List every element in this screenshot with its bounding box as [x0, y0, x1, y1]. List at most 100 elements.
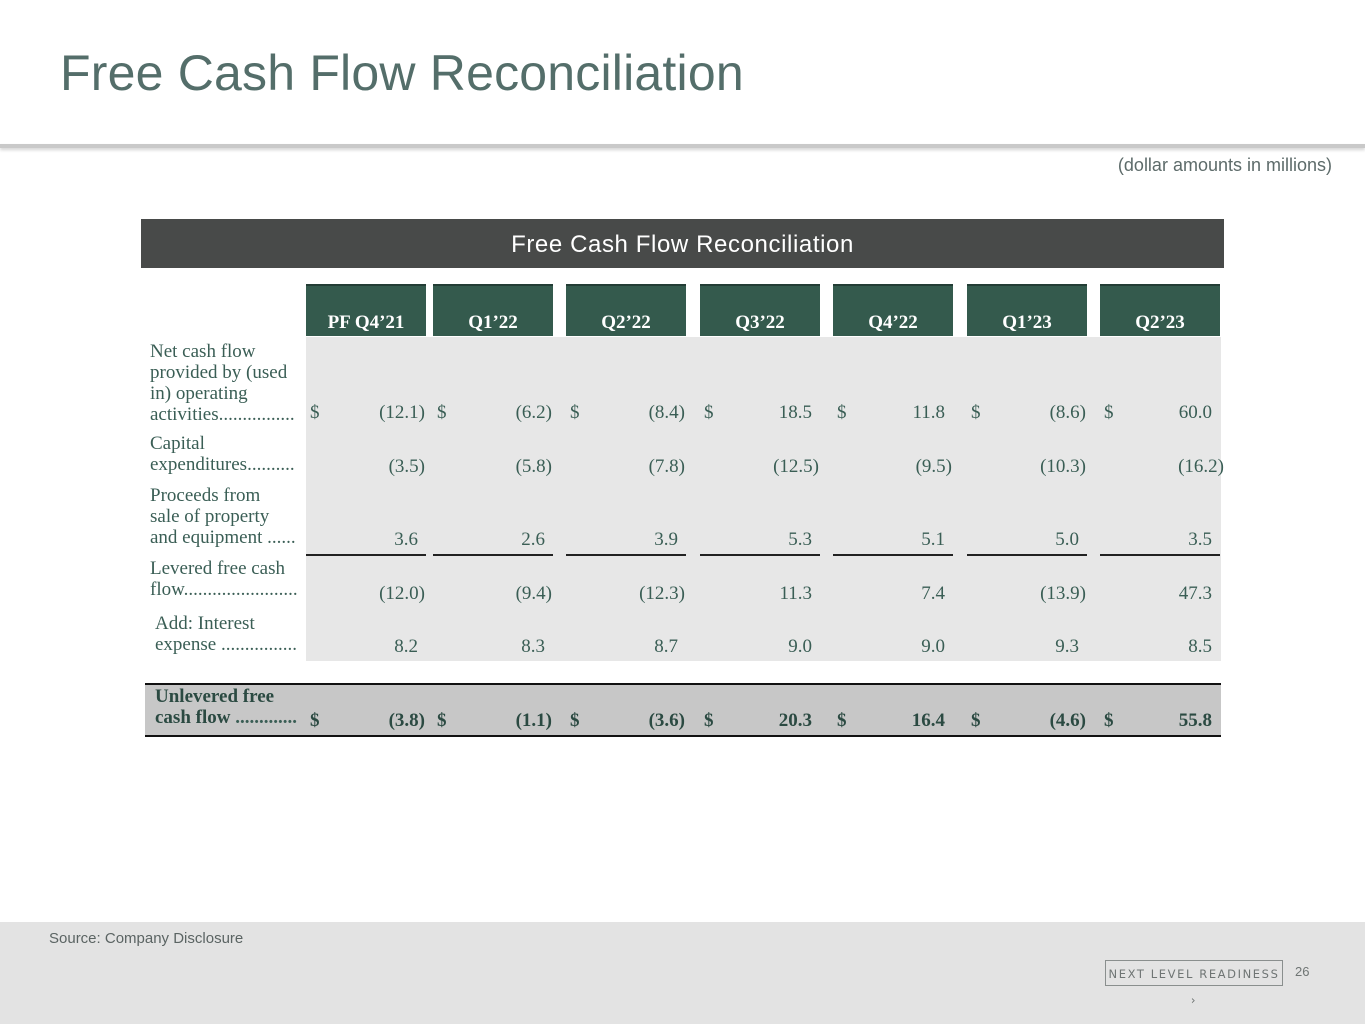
row-label-line: sale of property: [150, 506, 270, 527]
cell-value: 8.2: [394, 636, 418, 657]
total-cell: $16.4: [833, 709, 953, 733]
table-cell: 9.3: [967, 635, 1087, 659]
column-header: Q4’22: [833, 284, 953, 336]
table-cell: 8.3: [433, 635, 553, 659]
table-cell: 5.3: [700, 528, 820, 552]
table-cell: $18.5: [700, 401, 820, 425]
cell-value: 9.0: [788, 636, 812, 657]
table-cell: $60.0: [1100, 401, 1220, 425]
cell-value: 3.9: [654, 529, 678, 550]
total-label-leader: .............: [235, 707, 297, 728]
page-number: 26: [1295, 964, 1310, 979]
subtotal-rule: [306, 554, 426, 556]
currency-symbol: $: [437, 402, 447, 423]
total-label-line: cash flow: [155, 707, 236, 728]
currency-symbol: $: [310, 402, 320, 423]
row-label-line: and equipment: [150, 527, 268, 548]
table-cell: 3.6: [306, 528, 426, 552]
currency-symbol: $: [837, 710, 847, 731]
table-cell: (13.9): [967, 582, 1087, 606]
total-cell: $ (3.8): [306, 709, 426, 733]
cell-value: 2.6: [521, 529, 545, 550]
currency-symbol: $: [704, 710, 714, 731]
cell-value: 8.3: [521, 636, 545, 657]
cell-value: (7.8): [648, 456, 685, 477]
cell-value: (5.8): [515, 456, 552, 477]
currency-symbol: $: [837, 402, 847, 423]
table-cell: 3.5: [1100, 528, 1220, 552]
table-cell: 8.5: [1100, 635, 1220, 659]
table-cell: (5.8): [433, 455, 553, 479]
table-cell: (3.5): [306, 455, 426, 479]
table-cell: 9.0: [833, 635, 953, 659]
table-cell: 8.7: [566, 635, 686, 659]
subtotal-rule: [700, 554, 820, 556]
table-cell: $ (6.2): [433, 401, 553, 425]
column-header: Q2’22: [566, 284, 686, 336]
cell-value: 8.7: [654, 636, 678, 657]
row-label-line: Capital: [150, 433, 205, 454]
currency-symbol: $: [310, 710, 320, 731]
cell-value: (8.4): [648, 402, 685, 423]
currency-symbol: $: [971, 710, 981, 731]
title-divider: [0, 144, 1365, 148]
currency-symbol: $: [570, 402, 580, 423]
table-title-banner: Free Cash Flow Reconciliation: [141, 219, 1224, 268]
table-body-background: [306, 337, 1221, 661]
source-note: Source: Company Disclosure: [49, 930, 244, 947]
cell-value: 9.0: [921, 636, 945, 657]
row-label: Proceeds from sale of property and equipme…: [150, 485, 306, 548]
currency-symbol: $: [437, 710, 447, 731]
cell-value: (3.5): [388, 456, 425, 477]
cell-value: 55.8: [1178, 710, 1212, 731]
cell-value: 11.3: [779, 583, 812, 604]
cell-value: 3.6: [394, 529, 418, 550]
cell-value: (12.0): [379, 583, 425, 604]
row-label-leader: ......: [267, 527, 296, 548]
cell-value: (12.3): [639, 583, 685, 604]
table-cell: 9.0: [700, 635, 820, 659]
cell-value: (16.2): [1178, 456, 1224, 477]
table-cell: 3.9: [566, 528, 686, 552]
row-label-leader: ..........: [247, 454, 295, 475]
cell-value: (12.1): [379, 402, 425, 423]
table-cell: $11.8: [833, 401, 953, 425]
table-cell: 7.4: [833, 582, 953, 606]
row-label-leader: ................: [220, 634, 297, 655]
currency-symbol: $: [1104, 402, 1114, 423]
cell-value: (10.3): [1040, 456, 1086, 477]
row-label-line: activities: [150, 404, 219, 425]
brand-tagline-box: NEXT LEVEL READINESS ›: [1105, 960, 1283, 1007]
page-title: Free Cash Flow Reconciliation: [60, 45, 744, 101]
column-header: PF Q4’21: [306, 284, 426, 336]
row-label: Levered free cash flow...................…: [150, 558, 306, 600]
currency-symbol: $: [1104, 710, 1114, 731]
table-cell: (16.2): [1100, 455, 1224, 479]
cell-value: (3.8): [388, 710, 425, 731]
cell-value: 11.8: [912, 402, 945, 423]
cell-value: (4.6): [1049, 710, 1086, 731]
table-cell: 8.2: [306, 635, 426, 659]
cell-value: 60.0: [1178, 402, 1212, 423]
cell-value: 47.3: [1178, 583, 1212, 604]
table-cell: (7.8): [566, 455, 686, 479]
cell-value: 8.5: [1188, 636, 1212, 657]
cell-value: 5.1: [921, 529, 945, 550]
row-label: Add: Interest expense ................: [155, 613, 311, 655]
cell-value: 20.3: [778, 710, 812, 731]
table-cell: 5.0: [967, 528, 1087, 552]
subtotal-rule: [833, 554, 953, 556]
cell-value: 3.5: [1188, 529, 1212, 550]
total-row-band: [145, 683, 1221, 737]
row-label: Net cash flow provided by (used in) operat…: [150, 341, 306, 425]
cell-value: (9.5): [915, 456, 952, 477]
table-cell: (9.5): [833, 455, 953, 479]
row-label-line: Levered free cash: [150, 558, 286, 579]
table-cell: (10.3): [967, 455, 1087, 479]
total-cell: $ (4.6): [967, 709, 1087, 733]
row-label-leader: ................: [218, 404, 295, 425]
table-cell: $ (8.6): [967, 401, 1087, 425]
table-cell: $ (12.1): [306, 401, 426, 425]
subtotal-rule: [433, 554, 553, 556]
cell-value: (13.9): [1040, 583, 1086, 604]
